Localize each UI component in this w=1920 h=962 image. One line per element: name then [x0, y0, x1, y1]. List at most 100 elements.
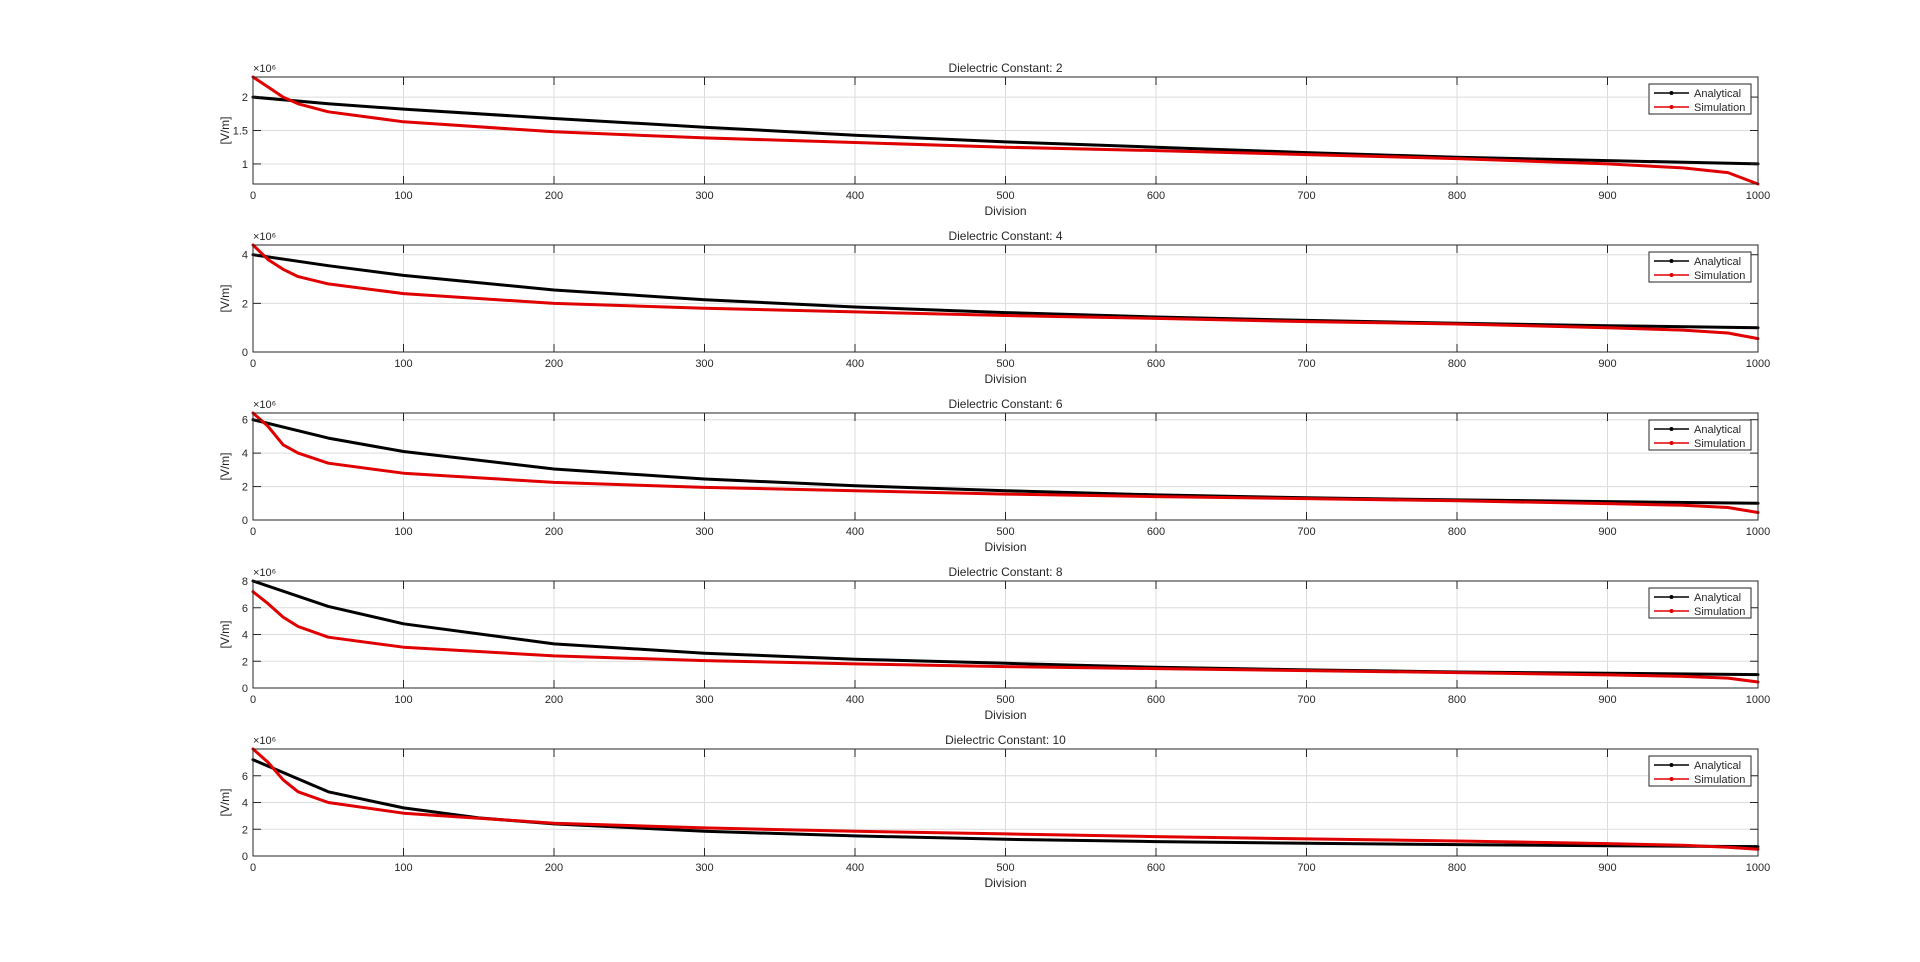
ticks: 0 100 200 300 400 500 600 700 800 900 1000 0 2 4 6: [242, 749, 1770, 874]
series-group: [251, 243, 1760, 341]
legend: Analytical Simulation: [1648, 83, 1752, 115]
series-line-simulation: [251, 243, 1760, 341]
x-tick-label: 400: [846, 190, 864, 202]
series-line-analytical: [251, 758, 1760, 849]
ticks: 0 100 200 300 400 500 600 700 800 900 1000 1 1.5 2: [233, 77, 1770, 202]
x-tick-label: 700: [1297, 694, 1315, 706]
x-tick-label: 500: [996, 358, 1014, 370]
y-tick-label: 2: [242, 656, 248, 668]
chart-title: Dielectric Constant: 10: [945, 733, 1066, 747]
x-tick-label: 300: [695, 358, 713, 370]
legend-marker-simulation: [1669, 273, 1674, 277]
x-tick-label: 100: [394, 862, 412, 874]
x-axis-label: Division: [984, 876, 1026, 890]
x-tick-label: 600: [1147, 694, 1165, 706]
legend-marker-simulation: [1669, 441, 1674, 445]
y-tick-label: 2: [242, 298, 248, 310]
x-tick-label: 600: [1147, 526, 1165, 538]
legend-box: [1648, 83, 1752, 115]
x-tick-label: 400: [846, 862, 864, 874]
y-tick-label: 4: [242, 630, 248, 642]
legend-entry-analytical: Analytical: [1694, 256, 1741, 268]
subplot-4: 0 100 200 300 400 500 600 700 800 900 1000 0 2 4 6 8 ×10…: [218, 565, 1770, 722]
y-tick-label: 4: [242, 448, 248, 460]
x-tick-label: 1000: [1746, 358, 1770, 370]
legend: Analytical Simulation: [1648, 755, 1752, 787]
legend-entry-analytical: Analytical: [1694, 424, 1741, 436]
x-tick-label: 1000: [1746, 694, 1770, 706]
x-tick-label: 900: [1598, 526, 1616, 538]
series-line-simulation: [251, 747, 1760, 851]
x-tick-label: 200: [545, 190, 563, 202]
legend-marker-simulation: [1669, 777, 1674, 781]
x-tick-label: 600: [1147, 190, 1165, 202]
x-tick-label: 800: [1448, 862, 1466, 874]
x-tick-label: 900: [1598, 358, 1616, 370]
legend-marker-simulation: [1669, 105, 1674, 109]
x-tick-label: 0: [250, 694, 256, 706]
legend-marker-analytical: [1669, 595, 1674, 599]
x-tick-label: 400: [846, 358, 864, 370]
legend-marker-simulation: [1669, 609, 1674, 613]
y-tick-label: 4: [242, 250, 248, 262]
legend-entry-simulation: Simulation: [1694, 438, 1745, 450]
x-tick-label: 100: [394, 358, 412, 370]
legend-box: [1648, 755, 1752, 787]
y-tick-label: 0: [242, 515, 248, 527]
x-tick-label: 500: [996, 526, 1014, 538]
x-axis-label: Division: [984, 540, 1026, 554]
x-tick-label: 100: [394, 694, 412, 706]
x-tick-label: 500: [996, 694, 1014, 706]
subplot-1: 0 100 200 300 400 500 600 700 800 900 1000 1 1.5 2 ×10…: [218, 61, 1770, 218]
legend-entry-simulation: Simulation: [1694, 270, 1745, 282]
chart-title: Dielectric Constant: 4: [948, 229, 1062, 243]
x-tick-label: 200: [545, 358, 563, 370]
y-tick-label: 1.5: [233, 126, 248, 138]
x-tick-label: 200: [545, 526, 563, 538]
subplot-5: 0 100 200 300 400 500 600 700 800 900 1000 0 2 4 6 ×10⁶…: [218, 733, 1770, 890]
x-tick-label: 700: [1297, 526, 1315, 538]
x-tick-label: 100: [394, 526, 412, 538]
legend-box: [1648, 587, 1752, 619]
x-tick-label: 800: [1448, 358, 1466, 370]
legend-marker-analytical: [1669, 763, 1674, 767]
y-tick-label: 4: [242, 798, 248, 810]
x-tick-label: 300: [695, 526, 713, 538]
legend-entry-simulation: Simulation: [1694, 606, 1745, 618]
ticks: 0 100 200 300 400 500 600 700 800 900 1000 0 2 4 6: [242, 413, 1770, 538]
series-line-analytical: [251, 95, 1760, 166]
x-tick-label: 0: [250, 190, 256, 202]
legend-marker-analytical: [1669, 91, 1674, 95]
legend-entry-simulation: Simulation: [1694, 774, 1745, 786]
y-axis-label: [V/m]: [218, 116, 232, 144]
y-exponent-label: ×10⁶: [253, 735, 276, 747]
x-tick-label: 200: [545, 694, 563, 706]
subplot-3: 0 100 200 300 400 500 600 700 800 900 1000 0 2 4 6 ×10⁶…: [218, 397, 1770, 554]
x-tick-label: 600: [1147, 862, 1165, 874]
x-axis-label: Division: [984, 204, 1026, 218]
legend: Analytical Simulation: [1648, 251, 1752, 283]
y-tick-label: 6: [242, 603, 248, 615]
y-exponent-label: ×10⁶: [253, 63, 276, 75]
y-exponent-label: ×10⁶: [253, 231, 276, 243]
legend-marker-analytical: [1669, 427, 1674, 431]
series-line-simulation: [251, 75, 1760, 186]
y-tick-label: 6: [242, 415, 248, 427]
series-group: [251, 747, 1760, 851]
series-group: [251, 75, 1760, 186]
legend-entry-simulation: Simulation: [1694, 102, 1745, 114]
x-tick-label: 300: [695, 190, 713, 202]
x-tick-label: 1000: [1746, 190, 1770, 202]
y-tick-label: 6: [242, 771, 248, 783]
legend-marker-analytical: [1669, 259, 1674, 263]
series-group: [251, 411, 1760, 514]
x-tick-label: 700: [1297, 190, 1315, 202]
x-tick-label: 0: [250, 526, 256, 538]
y-tick-label: 2: [242, 482, 248, 494]
y-axis-label: [V/m]: [218, 452, 232, 480]
x-tick-label: 900: [1598, 694, 1616, 706]
x-tick-label: 700: [1297, 358, 1315, 370]
ticks: 0 100 200 300 400 500 600 700 800 900 1000 0 2 4: [242, 245, 1770, 370]
x-tick-label: 900: [1598, 190, 1616, 202]
x-tick-label: 200: [545, 862, 563, 874]
